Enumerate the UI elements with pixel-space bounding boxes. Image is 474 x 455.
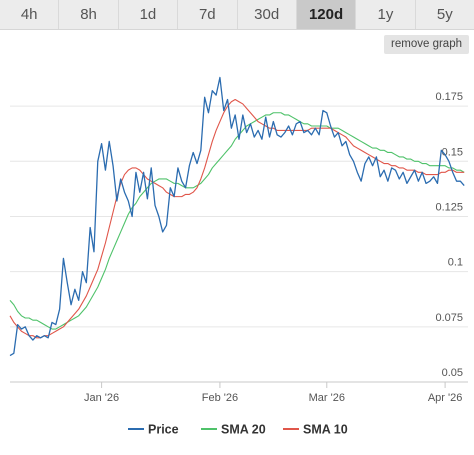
tab-7d[interactable]: 7d: [178, 0, 238, 29]
x-tick-label: Feb '26: [202, 392, 238, 404]
y-tick-label: 0.125: [435, 201, 463, 213]
y-tick-label: 0.15: [442, 146, 463, 158]
series-line-sma-10: [9, 98, 465, 339]
tab-30d[interactable]: 30d: [237, 0, 297, 29]
series-line-sma-20: [9, 112, 465, 330]
x-tick-label: Apr '26: [428, 392, 463, 404]
y-tick-label: 0.05: [442, 367, 463, 379]
x-tick-label: Jan '26: [84, 392, 119, 404]
timeframe-tabs: 4h 8h 1d 7d 30d 120d 1y 5y: [0, 0, 474, 30]
legend-label: Price: [148, 423, 179, 437]
y-tick-label: 0.1: [448, 257, 463, 269]
grid-lines: [10, 105, 468, 383]
remove-graph-button[interactable]: remove graph: [384, 35, 469, 54]
y-tick-label: 0.175: [435, 91, 463, 103]
tab-120d[interactable]: 120d: [296, 0, 357, 29]
series-lines: [9, 76, 465, 357]
x-tick-label: Mar '26: [309, 392, 345, 404]
legend: Price SMA 20 SMA 10: [128, 423, 348, 437]
tab-8h[interactable]: 8h: [59, 0, 119, 29]
legend-label: SMA 10: [303, 423, 348, 437]
series-line-price: [9, 76, 465, 357]
tab-4h[interactable]: 4h: [0, 0, 60, 29]
tab-5y[interactable]: 5y: [415, 0, 474, 29]
x-axis: Jan '26 Feb '26 Mar '26 Apr '26: [10, 381, 468, 404]
y-axis: 0.05 0.075 0.1 0.125 0.15 0.175: [435, 91, 463, 379]
tab-1y[interactable]: 1y: [356, 0, 416, 29]
legend-label: SMA 20: [221, 423, 266, 437]
tab-1d[interactable]: 1d: [118, 0, 179, 29]
y-tick-label: 0.075: [435, 312, 463, 324]
